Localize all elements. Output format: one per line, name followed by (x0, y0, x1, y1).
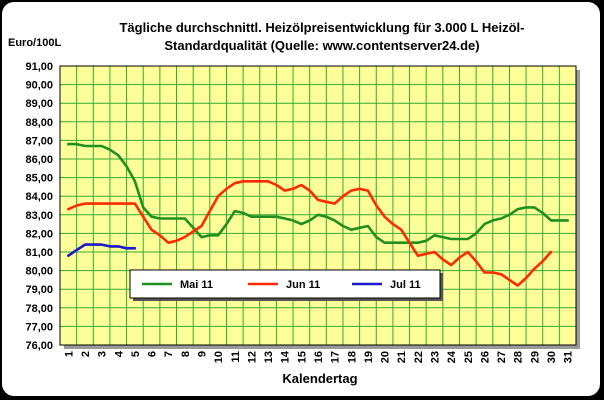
x-tick-label: 23 (430, 351, 442, 363)
y-tick-label: 78,00 (25, 303, 53, 315)
x-tick-label: 13 (263, 351, 275, 363)
x-tick-label: 7 (163, 351, 175, 357)
x-tick-label: 14 (280, 350, 292, 363)
legend: Mai 11 Jun 11 Jul 11 (129, 269, 443, 301)
chart-title-line-2: Standardqualität (Quelle: www.contentser… (164, 38, 479, 53)
plot-border (59, 65, 577, 346)
y-tick-label: 79,00 (25, 284, 53, 296)
x-tick-label: 15 (296, 351, 308, 363)
x-tick-label: 11 (230, 351, 242, 363)
x-tick-label: 29 (529, 351, 541, 363)
x-tick-label: 4 (113, 350, 125, 357)
x-tick-label: 27 (496, 351, 508, 363)
x-tick-label: 16 (313, 351, 325, 363)
y-tick-label: 80,00 (25, 266, 53, 278)
x-tick-label: 24 (446, 350, 458, 363)
y-tick-label: 81,00 (25, 247, 53, 259)
x-tick-label: 6 (147, 351, 159, 357)
x-tick-label: 5 (130, 351, 142, 357)
y-tick-label: 77,00 (25, 321, 53, 333)
x-tick-label: 1 (63, 351, 75, 357)
y-tick-label: 87,00 (25, 135, 53, 147)
x-tick-label: 17 (330, 351, 342, 363)
series-line-jul-11 (67, 243, 137, 257)
x-tick-label: 22 (413, 351, 425, 363)
chart-frame: Tägliche durchschnittl. Heizölpreisentwi… (2, 2, 600, 396)
x-tick-label: 3 (97, 351, 109, 357)
x-tick-label: 19 (363, 351, 375, 363)
y-tick-label: 76,00 (25, 340, 53, 352)
y-tick-label: 86,00 (25, 154, 53, 166)
x-tick-label: 28 (513, 351, 525, 363)
x-tick-label: 25 (463, 351, 475, 363)
x-tick-label: 2 (80, 351, 92, 357)
y-tick-label: 82,00 (25, 228, 53, 240)
x-tick-label: 10 (213, 351, 225, 363)
x-tick-label: 31 (563, 351, 575, 363)
y-tick-label: 85,00 (25, 173, 53, 185)
series-line-jun-11 (67, 180, 553, 287)
x-tick-label: 20 (380, 351, 392, 363)
x-tick-label: 26 (479, 351, 491, 363)
y-tick-label: 90,00 (25, 80, 53, 92)
x-tick-label: 12 (246, 351, 258, 363)
x-tick-label: 9 (196, 351, 208, 357)
legend-label-jun-11: Jun 11 (286, 279, 320, 291)
y-tick-label: 88,00 (25, 117, 53, 129)
y-tick-label: 84,00 (25, 191, 53, 203)
y-tick-label: 89,00 (25, 98, 53, 110)
chart-title-line-1: Tägliche durchschnittl. Heizölpreisentwi… (119, 20, 524, 35)
x-tick-label: 8 (180, 351, 192, 357)
x-tick-label: 30 (546, 351, 558, 363)
x-tick-label: 18 (346, 351, 358, 363)
chart-svg: Tägliche durchschnittl. Heizölpreisentwi… (8, 20, 580, 386)
legend-label-mai-11: Mai 11 (180, 279, 213, 291)
y-tick-label: 83,00 (25, 210, 53, 222)
plot-area: 76,00 77,00 78,00 79,00 80,00 81,00 82,00 83,00… (25, 61, 580, 363)
y-axis-unit-label: Euro/100L (8, 37, 61, 49)
x-tick-label: 21 (396, 351, 408, 363)
legend-label-jul-11: Jul 11 (390, 279, 421, 291)
y-tick-label: 91,00 (25, 61, 53, 73)
legend-box (129, 269, 441, 299)
x-axis-label: Kalendertag (282, 371, 357, 386)
series-line-mai-11 (67, 142, 570, 244)
